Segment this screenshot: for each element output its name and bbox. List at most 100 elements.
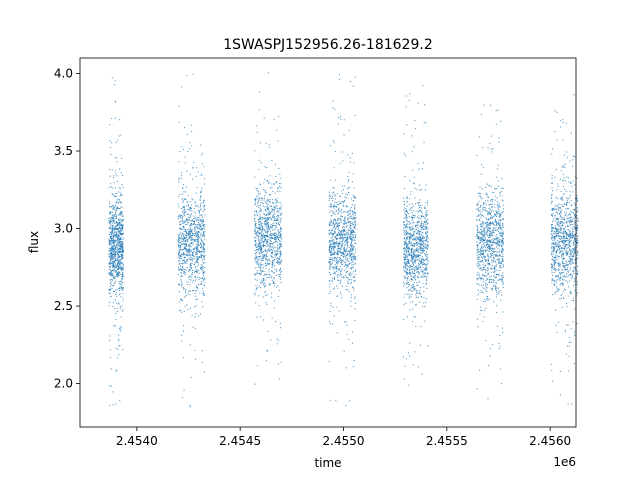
data-point (278, 211, 280, 213)
data-point (199, 251, 201, 253)
data-point (424, 269, 426, 271)
data-point (501, 195, 503, 197)
data-point (488, 212, 490, 214)
data-point (328, 191, 330, 193)
data-point (198, 272, 200, 274)
data-point (272, 190, 274, 193)
data-point (329, 224, 331, 227)
data-point (354, 302, 357, 304)
data-point (120, 206, 122, 208)
data-point (191, 228, 194, 230)
data-point (476, 225, 478, 227)
data-point (203, 294, 205, 297)
data-point (263, 256, 265, 259)
data-point (112, 243, 114, 245)
data-point (427, 237, 429, 239)
data-point (117, 223, 119, 226)
data-point (354, 196, 357, 198)
data-point (122, 255, 124, 257)
data-point (193, 161, 195, 164)
data-point (190, 201, 192, 203)
data-point (108, 222, 111, 224)
data-point (181, 257, 183, 259)
data-point (119, 400, 121, 402)
data-point (186, 239, 188, 241)
data-point (484, 298, 486, 301)
data-point (350, 222, 352, 225)
data-point (191, 219, 193, 221)
data-point (202, 275, 205, 277)
data-point (415, 267, 417, 269)
data-point (189, 230, 191, 232)
data-point (201, 258, 204, 260)
data-point (181, 215, 184, 217)
data-point (279, 173, 281, 175)
data-point (477, 202, 479, 204)
data-point (178, 257, 181, 259)
data-point (121, 305, 123, 307)
data-point (426, 201, 429, 204)
data-point (419, 235, 421, 237)
data-point (109, 335, 111, 337)
data-point (411, 255, 413, 258)
data-point (120, 254, 122, 256)
data-point (406, 316, 409, 318)
data-point (200, 277, 202, 280)
data-point (197, 221, 200, 224)
data-point (406, 238, 408, 240)
data-point (334, 266, 336, 268)
data-point (180, 177, 183, 180)
data-point (344, 251, 347, 253)
data-point (111, 246, 113, 248)
data-point (278, 222, 280, 224)
data-point (331, 257, 333, 259)
data-point (204, 199, 206, 201)
data-point (419, 238, 422, 240)
data-point (256, 246, 258, 248)
data-point (413, 243, 415, 245)
data-point (255, 257, 257, 260)
data-point (256, 125, 258, 127)
data-point (331, 258, 333, 260)
data-point (108, 247, 110, 250)
data-point (339, 219, 342, 221)
data-point (334, 218, 336, 220)
data-point (341, 276, 343, 278)
data-point (262, 232, 264, 234)
data-point (191, 274, 193, 276)
data-point (117, 236, 119, 238)
data-point (114, 270, 116, 272)
data-point (187, 222, 189, 224)
data-point (330, 246, 332, 248)
data-point (494, 287, 497, 289)
data-point (268, 283, 270, 285)
data-point (337, 224, 339, 226)
data-point (120, 285, 122, 287)
data-point (353, 215, 355, 217)
data-point (255, 302, 257, 304)
data-point (266, 222, 268, 224)
data-point (196, 234, 198, 236)
data-point (202, 152, 204, 154)
data-point (199, 283, 201, 285)
data-point (262, 296, 264, 298)
data-point (264, 206, 266, 208)
data-point (254, 229, 256, 231)
data-point (113, 229, 115, 231)
data-point (120, 245, 122, 247)
data-point (411, 250, 413, 252)
data-point (200, 268, 202, 270)
data-point (280, 230, 282, 233)
data-point (353, 216, 355, 218)
data-point (187, 257, 189, 260)
data-point (274, 256, 276, 258)
data-point (482, 201, 485, 204)
data-point (487, 255, 490, 257)
data-point (189, 173, 191, 176)
data-point (273, 246, 275, 248)
data-point (276, 252, 279, 254)
data-point (419, 243, 421, 245)
data-point (265, 166, 268, 169)
data-point (109, 289, 111, 291)
data-point (110, 385, 112, 387)
